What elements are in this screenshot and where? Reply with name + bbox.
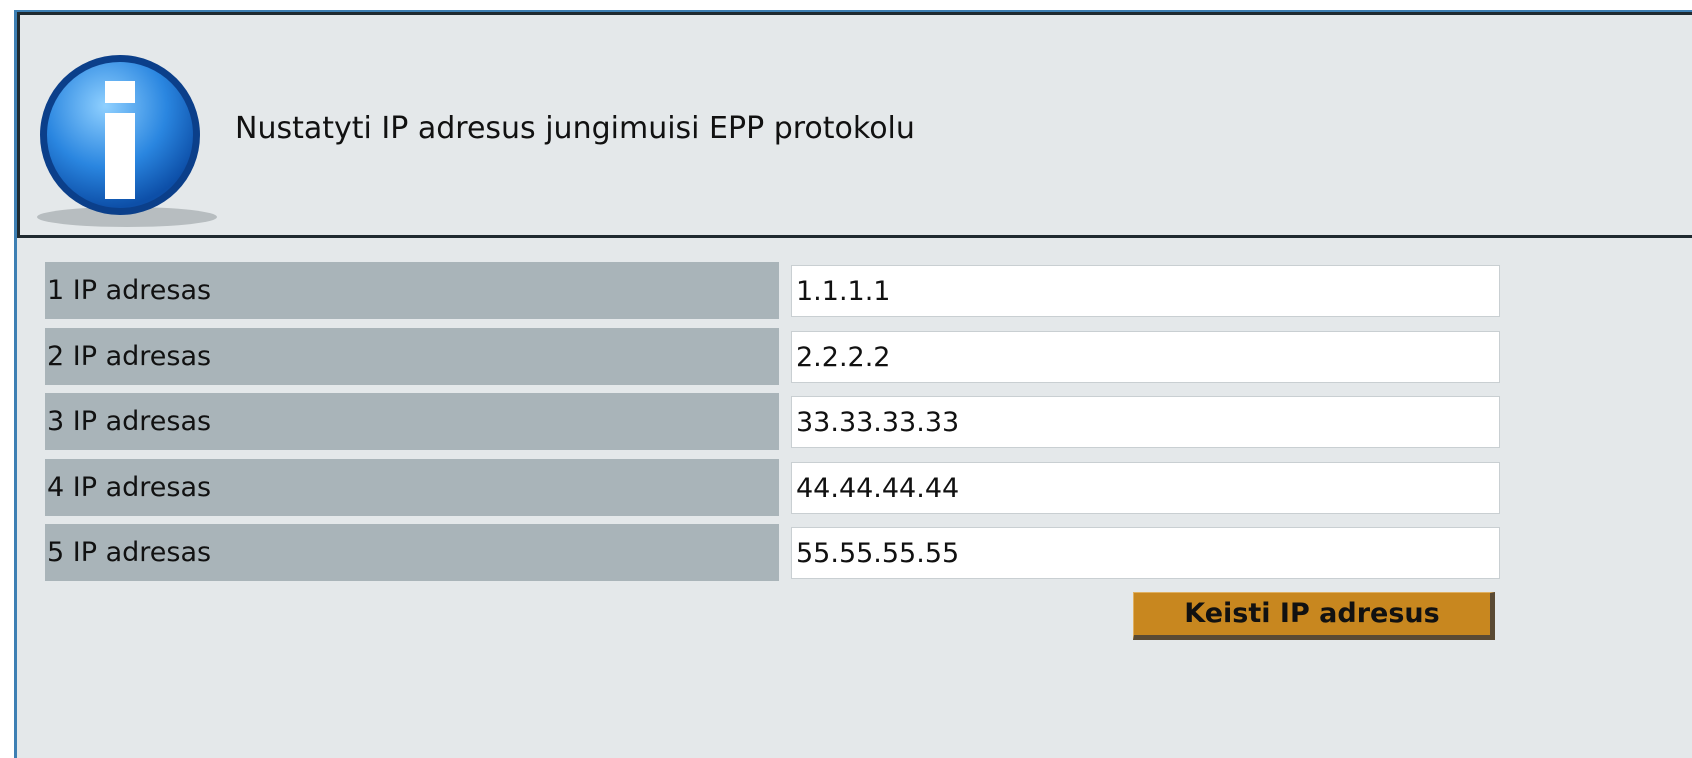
row-label: 1 IP adresas (45, 262, 779, 319)
row-label: 4 IP adresas (45, 458, 779, 516)
panel: Nustatyti IP adresus jungimuisi EPP prot… (14, 10, 1692, 758)
row-label: 2 IP adresas (45, 327, 779, 385)
row-label: 5 IP adresas (45, 524, 779, 581)
row-label: 3 IP adresas (45, 393, 779, 450)
ip-input[interactable]: 44.44.44.44 (791, 461, 1500, 514)
header: Nustatyti IP adresus jungimuisi EPP prot… (17, 12, 1692, 238)
ip-input[interactable]: 2.2.2.2 (791, 330, 1500, 383)
header-title: Nustatyti IP adresus jungimuisi EPP prot… (235, 111, 915, 146)
info-icon (37, 55, 217, 227)
ip-input[interactable]: 33.33.33.33 (791, 396, 1500, 448)
ip-input[interactable]: 1.1.1.1 (791, 265, 1500, 317)
submit-button[interactable]: Keisti IP adresus (1133, 592, 1495, 640)
ip-input[interactable]: 55.55.55.55 (791, 527, 1500, 579)
